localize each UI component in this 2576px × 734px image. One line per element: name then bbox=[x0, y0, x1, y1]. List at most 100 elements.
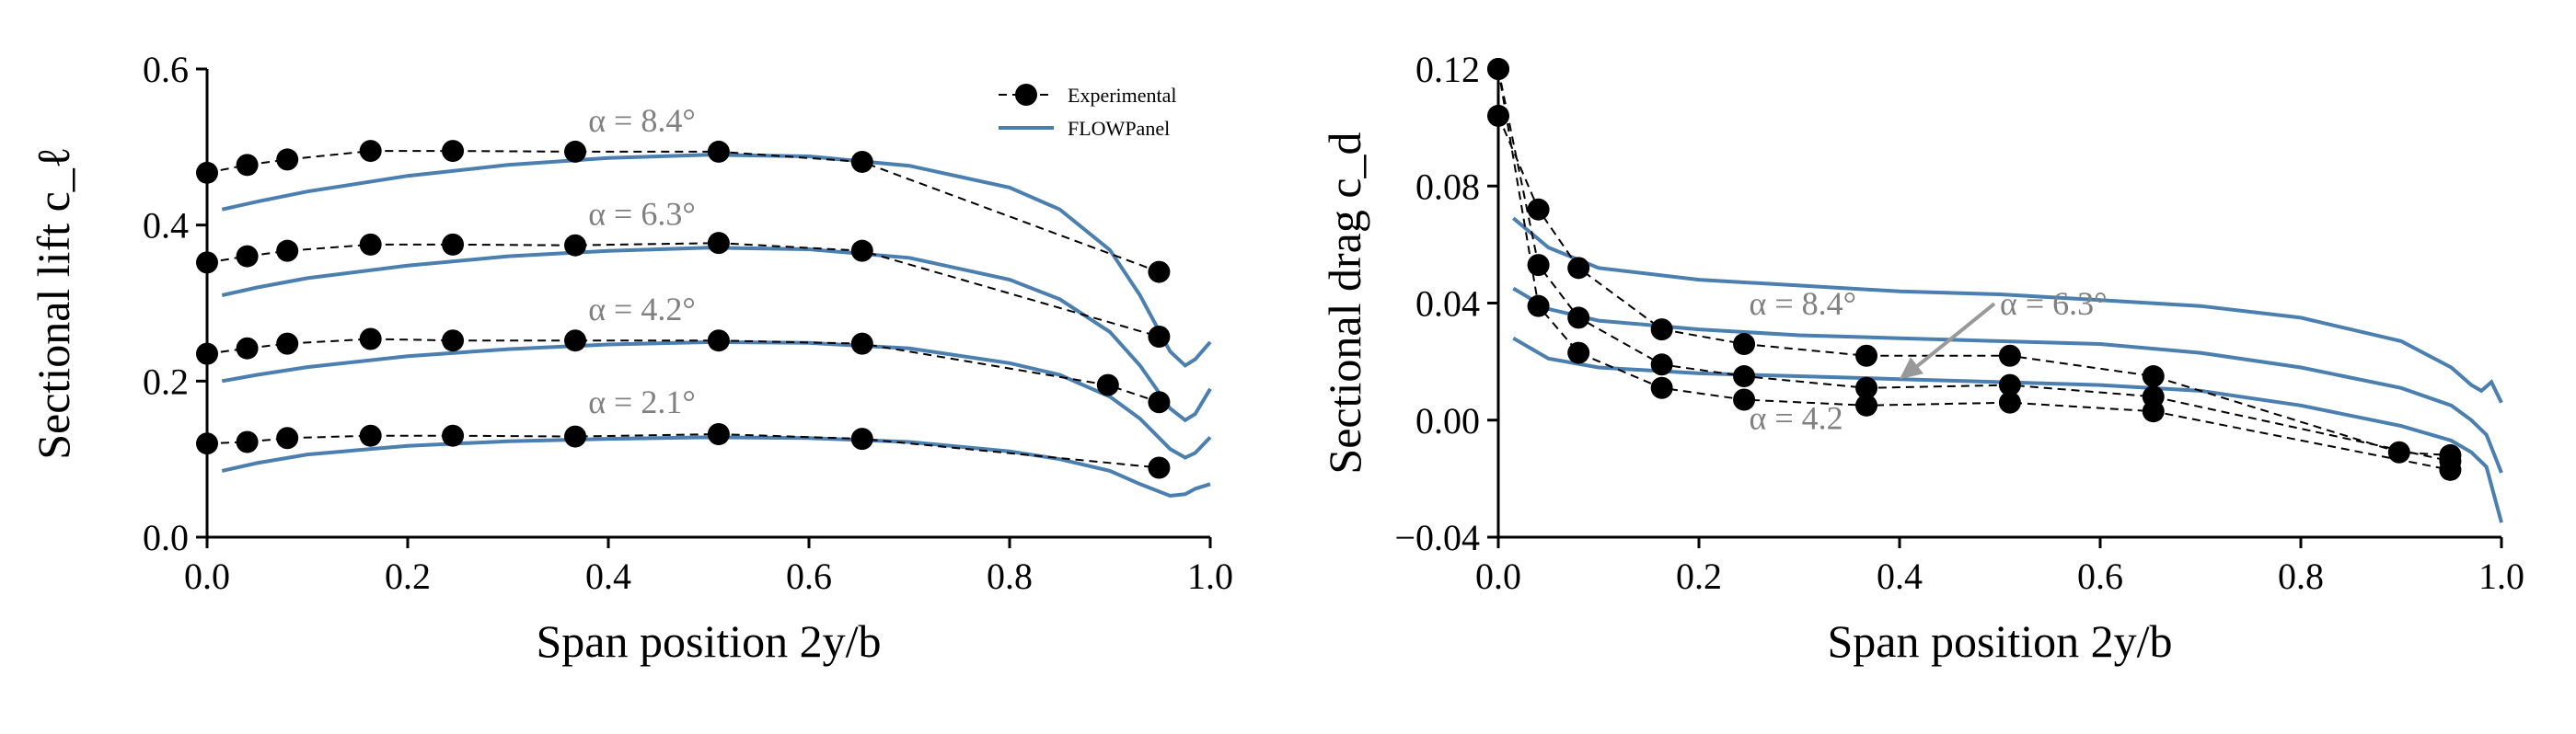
x-tick-label: 0.6 bbox=[786, 556, 832, 597]
experimental-point bbox=[2142, 365, 2165, 388]
experimental-series-8.4 bbox=[206, 150, 1160, 273]
experimental-point bbox=[1855, 344, 1878, 367]
experimental-point bbox=[276, 239, 299, 262]
experimental-point bbox=[2142, 400, 2165, 423]
experimental-point bbox=[1650, 318, 1673, 341]
flowpanel-series-4.2 bbox=[221, 339, 1212, 460]
x-tick-label: 0.8 bbox=[2278, 556, 2324, 597]
experimental-point bbox=[442, 233, 465, 256]
experimental-point bbox=[276, 332, 299, 355]
y-axis-title: Sectional drag c_d bbox=[1319, 132, 1370, 474]
y-axis-title: Sectional lift c_ℓ bbox=[28, 146, 79, 460]
experimental-point bbox=[707, 140, 730, 163]
data-area bbox=[196, 140, 1212, 499]
flowpanel-series-8.4 bbox=[1512, 216, 2503, 404]
experimental-point bbox=[359, 424, 382, 447]
experimental-point bbox=[1096, 373, 1119, 396]
experimental-point bbox=[1527, 198, 1550, 221]
alpha-annotation: α = 6.3° bbox=[2000, 285, 2108, 322]
alpha-annotation: α = 6.3° bbox=[588, 196, 696, 233]
experimental-point bbox=[707, 329, 730, 352]
experimental-point bbox=[1567, 306, 1590, 329]
annotation-arrow bbox=[1911, 302, 1996, 372]
experimental-point bbox=[1998, 344, 2021, 367]
experimental-point bbox=[1527, 294, 1550, 317]
experimental-point bbox=[359, 233, 382, 256]
experimental-series-2.1 bbox=[206, 432, 1160, 469]
experimental-point bbox=[850, 428, 873, 451]
legend-label: Experimental bbox=[1068, 84, 1177, 107]
experimental-point bbox=[564, 329, 587, 352]
x-tick-label: 0.4 bbox=[585, 556, 631, 597]
experimental-point bbox=[236, 337, 259, 360]
experimental-point bbox=[196, 161, 218, 184]
experimental-point bbox=[236, 154, 259, 177]
experimental-point bbox=[707, 423, 730, 446]
experimental-point bbox=[1148, 260, 1171, 283]
experimental-point bbox=[1148, 325, 1171, 348]
flowpanel-series-8.4 bbox=[221, 153, 1212, 368]
experimental-point bbox=[276, 427, 299, 450]
experimental-point bbox=[196, 342, 218, 365]
experimental-point bbox=[236, 245, 259, 268]
alpha-annotation: α = 4.2 bbox=[1750, 399, 1843, 436]
experimental-series-4.2 bbox=[206, 338, 1160, 404]
flowpanel-series-2.1 bbox=[221, 435, 1211, 499]
experimental-point bbox=[1650, 353, 1673, 376]
x-tick-label: 0.8 bbox=[987, 556, 1033, 597]
experimental-point bbox=[1733, 333, 1756, 356]
experimental-point bbox=[442, 329, 465, 352]
experimental-series-4.2 bbox=[1497, 68, 2451, 471]
experimental-point bbox=[1527, 254, 1550, 277]
experimental-point bbox=[1567, 341, 1590, 364]
experimental-point bbox=[564, 425, 587, 448]
experimental-point bbox=[1487, 58, 1509, 80]
annotation-arrowhead bbox=[1900, 357, 1923, 380]
experimental-point bbox=[236, 430, 259, 453]
experimental-point bbox=[707, 232, 730, 255]
experimental-point bbox=[276, 148, 299, 171]
y-tick-label: 0.2 bbox=[143, 361, 189, 402]
x-tick-label: 0.2 bbox=[385, 556, 431, 597]
experimental-series-8.4 bbox=[1497, 115, 2451, 456]
alpha-annotation: α = 8.4° bbox=[1750, 285, 1857, 322]
experimental-point bbox=[359, 140, 382, 163]
x-tick-label: 1.0 bbox=[2478, 556, 2524, 597]
y-tick-label: 0.6 bbox=[143, 49, 189, 90]
y-tick-label: 0.12 bbox=[1415, 49, 1480, 90]
y-tick-label: −0.04 bbox=[1394, 517, 1480, 558]
experimental-point bbox=[564, 234, 587, 257]
experimental-point bbox=[1855, 376, 1878, 399]
legend: Experimental FLOWPanel bbox=[999, 84, 1177, 140]
experimental-point bbox=[850, 150, 873, 173]
data-area bbox=[1487, 58, 2503, 523]
experimental-point bbox=[1855, 394, 1878, 417]
experimental-point bbox=[1650, 376, 1673, 399]
alpha-annotation: α = 4.2° bbox=[588, 291, 696, 327]
experimental-point bbox=[1998, 373, 2021, 396]
x-tick-label: 1.0 bbox=[1187, 556, 1233, 597]
panel-1: 0.0 0.2 0.4 0.6 0.8 1.0 0.0 0.2 0.4 0.6 Span posit… bbox=[28, 49, 1233, 667]
alpha-annotation: α = 8.4° bbox=[588, 102, 696, 139]
experimental-point bbox=[442, 140, 465, 163]
experimental-point bbox=[442, 424, 465, 447]
y-tick-label: 0.0 bbox=[143, 517, 189, 558]
legend-label: FLOWPanel bbox=[1068, 117, 1170, 140]
experimental-point bbox=[1567, 257, 1590, 280]
flowpanel-series-6.3 bbox=[1512, 286, 2503, 474]
flowpanel-series-4.2 bbox=[1512, 336, 2503, 523]
experimental-point bbox=[1148, 456, 1171, 479]
experimental-point bbox=[196, 251, 218, 274]
panel-2: 0.0 0.2 0.4 0.6 0.8 1.0 −0.04 0.00 0.04 0.08 0.12 S… bbox=[1319, 49, 2524, 667]
y-tick-label: 0.08 bbox=[1415, 166, 1480, 207]
experimental-point bbox=[564, 140, 587, 163]
experimental-series-6.3 bbox=[1497, 68, 2451, 463]
experimental-point bbox=[1487, 104, 1509, 127]
y-tick-label: 0.04 bbox=[1415, 283, 1480, 325]
legend-marker bbox=[1015, 84, 1037, 106]
experimental-point bbox=[1148, 391, 1171, 414]
y-tick-label: 0.4 bbox=[143, 205, 189, 247]
experimental-point bbox=[850, 239, 873, 262]
experimental-point bbox=[850, 332, 873, 355]
experimental-point bbox=[1733, 365, 1756, 388]
